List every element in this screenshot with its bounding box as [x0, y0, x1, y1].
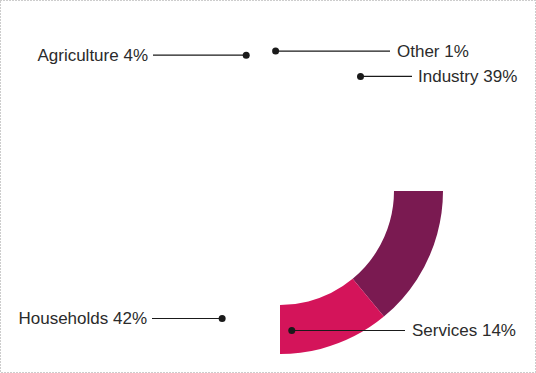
leader-dot — [357, 73, 364, 80]
frame — [1, 1, 536, 373]
category-label: Agriculture — [37, 46, 118, 65]
leader-dot — [288, 327, 295, 334]
value-label: 42% — [113, 309, 147, 328]
data-label: Industry 39% — [418, 67, 517, 86]
category-label: Services — [412, 321, 477, 340]
value-label: 1% — [444, 42, 469, 61]
leader-line — [276, 50, 390, 51]
value-label: 4% — [123, 46, 148, 65]
data-label: Services 14% — [412, 321, 516, 340]
category-label: Households — [18, 309, 108, 328]
data-label: Households 42% — [18, 309, 147, 328]
value-label: 39% — [483, 67, 517, 86]
leader-line — [153, 55, 246, 56]
leader-dot — [272, 48, 279, 55]
leader-dot — [219, 315, 226, 322]
category-label: Industry — [418, 67, 479, 86]
data-label: Other 1% — [397, 42, 469, 61]
value-label: 14% — [482, 321, 516, 340]
chart: Industry 39% Services 14% Households 42% Ag… — [0, 0, 536, 373]
leader-line — [292, 330, 405, 331]
leader-dot — [243, 52, 250, 59]
leader-line — [361, 76, 412, 77]
data-label: Agriculture 4% — [37, 46, 148, 65]
labels: Industry 39% Services 14% Households 42% Ag… — [18, 42, 517, 340]
leader-line — [152, 318, 222, 319]
category-label: Other — [397, 42, 440, 61]
slice — [280, 279, 384, 354]
